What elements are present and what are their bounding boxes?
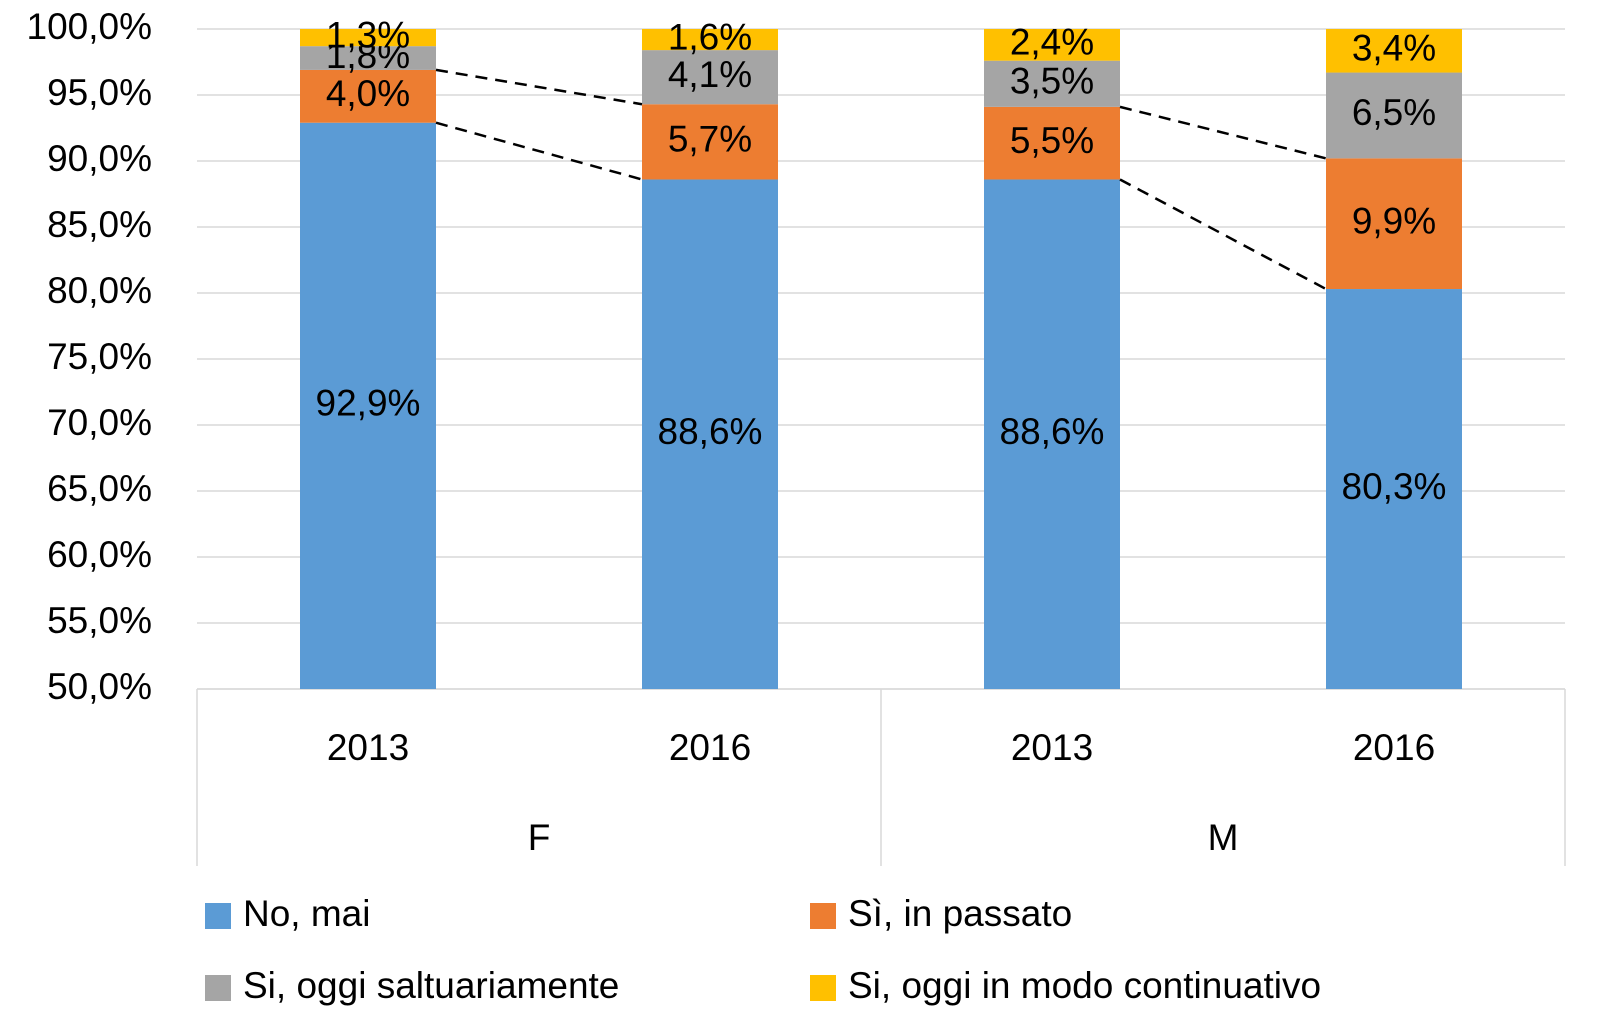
data-label: 2,4% — [1010, 22, 1094, 63]
series-line — [435, 121, 643, 181]
data-label: 3,5% — [1010, 61, 1094, 102]
y-tick-label: 50,0% — [47, 666, 152, 707]
data-label: 4,1% — [668, 54, 752, 95]
y-tick-label: 85,0% — [47, 204, 152, 245]
group-label: F — [528, 817, 551, 858]
y-tick-label: 75,0% — [47, 336, 152, 377]
group-label: M — [1208, 817, 1239, 858]
legend-label: Sì, in passato — [848, 893, 1072, 934]
y-tick-label: 95,0% — [47, 72, 152, 113]
bar-segment — [300, 69, 436, 123]
bar-segment — [984, 60, 1120, 107]
data-label: 9,9% — [1352, 200, 1436, 241]
bar-segment — [642, 50, 778, 105]
legend-swatch — [205, 975, 231, 1001]
data-label: 88,6% — [1000, 411, 1105, 452]
bar-segment — [984, 106, 1120, 180]
data-label: 80,3% — [1342, 466, 1447, 507]
bar-segment — [300, 122, 436, 690]
data-label: 4,0% — [326, 73, 410, 114]
data-label: 1,3% — [326, 14, 410, 55]
data-label: 5,5% — [1010, 120, 1094, 161]
legend-swatch — [810, 903, 836, 929]
y-tick-label: 65,0% — [47, 468, 152, 509]
legend-label: No, mai — [243, 893, 370, 934]
legend-label: Si, oggi saltuariamente — [243, 965, 619, 1006]
bar-segment — [1326, 289, 1462, 689]
y-tick-label: 70,0% — [47, 402, 152, 443]
data-label: 6,5% — [1352, 92, 1436, 133]
data-label: 3,4% — [1352, 28, 1436, 69]
bar-segment — [1326, 158, 1462, 290]
y-tick-label: 80,0% — [47, 270, 152, 311]
data-label: 5,7% — [668, 119, 752, 160]
x-tick-label: 2013 — [1011, 727, 1093, 768]
data-label: 92,9% — [316, 383, 421, 424]
bar-segment — [642, 179, 778, 690]
series-line — [435, 68, 643, 106]
series-line — [1119, 105, 1327, 160]
bar-segment — [1326, 72, 1462, 159]
legend-label: Si, oggi in modo continuativo — [848, 965, 1321, 1006]
bar-segment — [642, 104, 778, 180]
bar-segment — [300, 46, 436, 70]
bar-segment — [984, 179, 1120, 690]
y-tick-label: 55,0% — [47, 600, 152, 641]
bar-segment — [300, 29, 436, 47]
data-label: 88,6% — [658, 411, 763, 452]
bar-segment — [642, 29, 778, 51]
bar-segment — [984, 29, 1120, 61]
x-tick-label: 2016 — [669, 727, 751, 768]
legend-swatch — [205, 903, 231, 929]
y-tick-label: 100,0% — [27, 6, 153, 47]
bar-segment — [1326, 29, 1462, 73]
x-tick-label: 2016 — [1353, 727, 1435, 768]
y-tick-label: 60,0% — [47, 534, 152, 575]
y-tick-label: 90,0% — [47, 138, 152, 179]
data-label: 1,6% — [668, 16, 752, 57]
x-tick-label: 2013 — [327, 727, 409, 768]
legend-swatch — [810, 975, 836, 1001]
series-line — [1119, 178, 1327, 291]
